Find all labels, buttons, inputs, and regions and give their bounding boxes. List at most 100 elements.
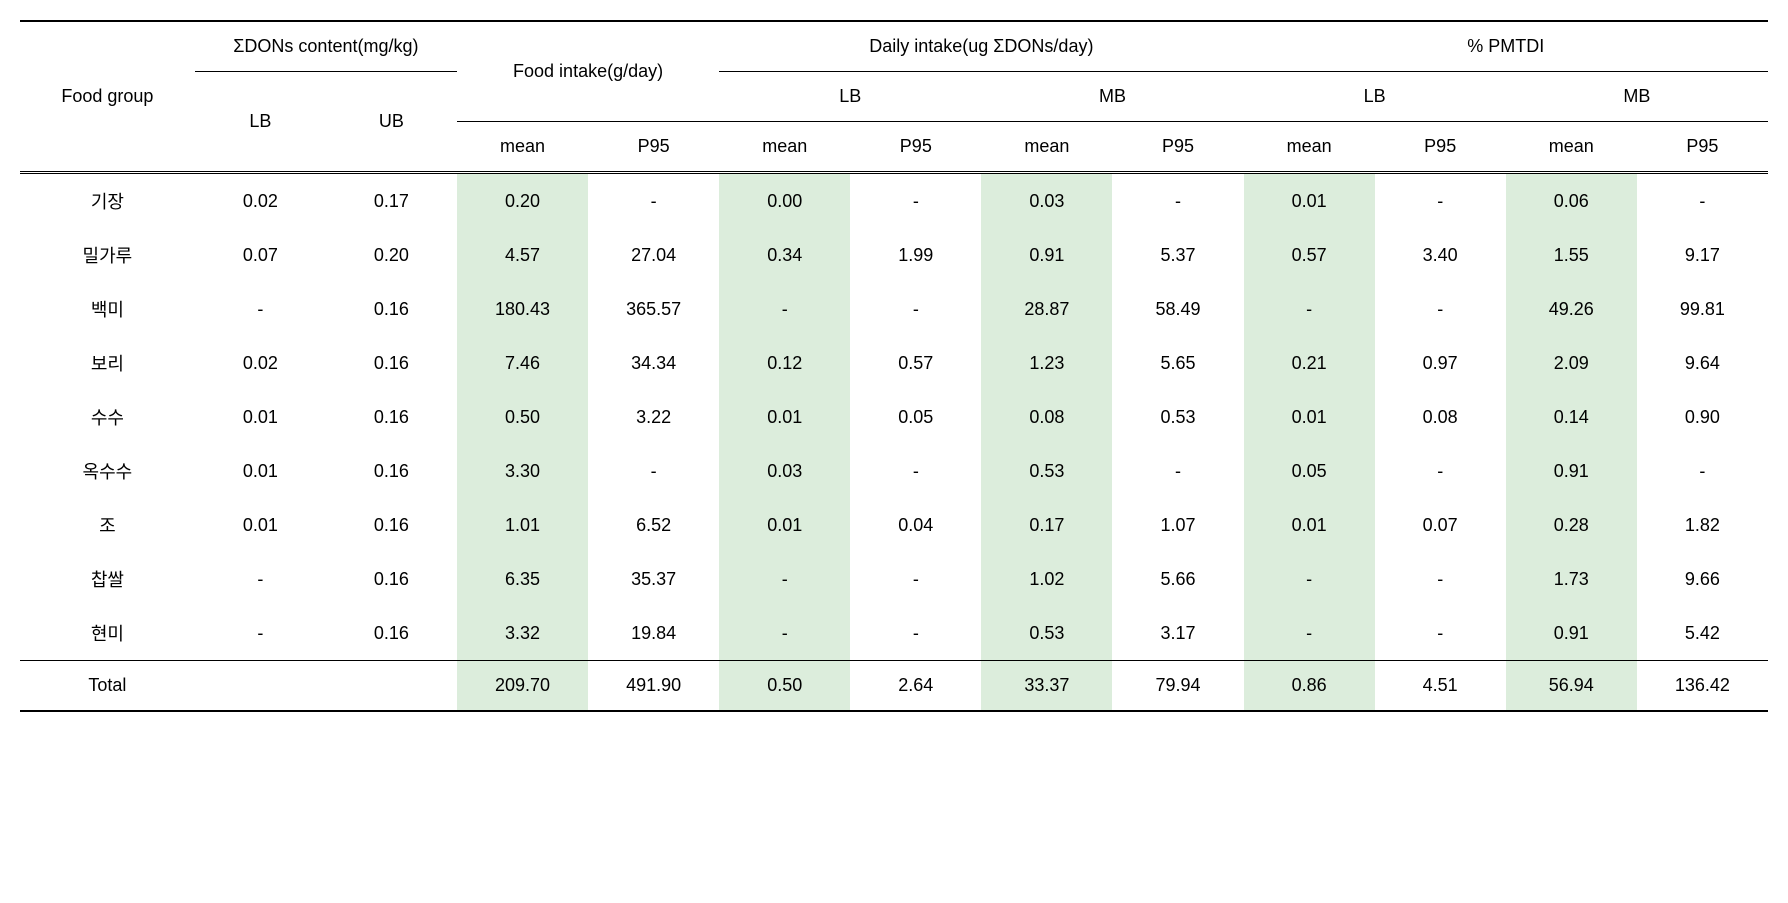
- table-row: 조0.010.161.016.520.010.040.171.070.010.0…: [20, 498, 1768, 552]
- data-cell: 19.84: [588, 606, 719, 661]
- header-pmtdi: % PMTDI: [1244, 21, 1768, 72]
- data-cell: 0.01: [719, 390, 850, 444]
- data-cell: 5.37: [1112, 228, 1243, 282]
- data-cell: 0.21: [1244, 336, 1375, 390]
- data-cell: 0.91: [981, 228, 1112, 282]
- food-cell: 밀가루: [20, 228, 195, 282]
- data-cell: -: [1637, 173, 1768, 229]
- header-mean: mean: [981, 122, 1112, 173]
- data-cell: 5.66: [1112, 552, 1243, 606]
- table-row: 백미-0.16180.43365.57--28.8758.49--49.2699…: [20, 282, 1768, 336]
- data-cell: 1.23: [981, 336, 1112, 390]
- data-cell: 3.40: [1375, 228, 1506, 282]
- data-cell: 1.55: [1506, 228, 1637, 282]
- data-cell: 0.01: [1244, 498, 1375, 552]
- data-cell: 3.32: [457, 606, 588, 661]
- data-cell: 0.14: [1506, 390, 1637, 444]
- data-cell: -: [1375, 444, 1506, 498]
- header-mean: mean: [719, 122, 850, 173]
- header-lb: LB: [195, 72, 326, 173]
- data-cell: 5.65: [1112, 336, 1243, 390]
- data-cell: 0.03: [719, 444, 850, 498]
- total-cell: 491.90: [588, 661, 719, 712]
- food-cell: 옥수수: [20, 444, 195, 498]
- data-cell: -: [719, 606, 850, 661]
- data-cell: 0.90: [1637, 390, 1768, 444]
- data-cell: 6.52: [588, 498, 719, 552]
- table-row: 찹쌀-0.166.3535.37--1.025.66--1.739.66: [20, 552, 1768, 606]
- data-cell: 3.17: [1112, 606, 1243, 661]
- data-cell: -: [195, 282, 326, 336]
- total-cell: 79.94: [1112, 661, 1243, 712]
- total-cell: 2.64: [850, 661, 981, 712]
- food-cell: 조: [20, 498, 195, 552]
- data-cell: -: [719, 552, 850, 606]
- header-p95: P95: [850, 122, 981, 173]
- header-food-intake: Food intake(g/day): [457, 21, 719, 122]
- header-daily-mb: MB: [981, 72, 1243, 122]
- total-label: Total: [20, 661, 195, 712]
- data-cell: -: [1244, 552, 1375, 606]
- data-cell: 34.34: [588, 336, 719, 390]
- data-cell: 0.05: [850, 390, 981, 444]
- data-cell: -: [195, 606, 326, 661]
- data-cell: 0.16: [326, 444, 457, 498]
- data-cell: 6.35: [457, 552, 588, 606]
- total-cell: 136.42: [1637, 661, 1768, 712]
- header-daily-lb: LB: [719, 72, 981, 122]
- data-cell: 0.01: [195, 444, 326, 498]
- total-cell: 4.51: [1375, 661, 1506, 712]
- data-cell: 0.08: [981, 390, 1112, 444]
- data-cell: 0.16: [326, 282, 457, 336]
- header-p95: P95: [588, 122, 719, 173]
- food-cell: 현미: [20, 606, 195, 661]
- data-cell: 58.49: [1112, 282, 1243, 336]
- data-cell: 0.03: [981, 173, 1112, 229]
- total-cell: 209.70: [457, 661, 588, 712]
- data-cell: 0.28: [1506, 498, 1637, 552]
- data-cell: 1.82: [1637, 498, 1768, 552]
- data-cell: -: [1244, 606, 1375, 661]
- data-cell: -: [195, 552, 326, 606]
- data-cell: 0.02: [195, 336, 326, 390]
- data-cell: 0.53: [981, 444, 1112, 498]
- data-cell: 0.17: [981, 498, 1112, 552]
- table-row: 기장0.020.170.20-0.00-0.03-0.01-0.06-: [20, 173, 1768, 229]
- data-cell: 27.04: [588, 228, 719, 282]
- data-cell: 0.00: [719, 173, 850, 229]
- data-cell: -: [1375, 282, 1506, 336]
- total-cell: 0.86: [1244, 661, 1375, 712]
- data-cell: 0.50: [457, 390, 588, 444]
- data-cell: 0.97: [1375, 336, 1506, 390]
- data-cell: 9.66: [1637, 552, 1768, 606]
- table-row: 보리0.020.167.4634.340.120.571.235.650.210…: [20, 336, 1768, 390]
- data-cell: 0.07: [1375, 498, 1506, 552]
- data-cell: 0.16: [326, 336, 457, 390]
- data-cell: 1.07: [1112, 498, 1243, 552]
- header-p95: P95: [1112, 122, 1243, 173]
- header-dons-content: ΣDONs content(mg/kg): [195, 21, 457, 72]
- data-cell: 0.20: [457, 173, 588, 229]
- header-pmtdi-lb: LB: [1244, 72, 1506, 122]
- food-cell: 백미: [20, 282, 195, 336]
- table-row: 옥수수0.010.163.30-0.03-0.53-0.05-0.91-: [20, 444, 1768, 498]
- data-cell: 0.57: [1244, 228, 1375, 282]
- food-cell: 기장: [20, 173, 195, 229]
- data-cell: 1.99: [850, 228, 981, 282]
- data-cell: -: [1637, 444, 1768, 498]
- data-cell: -: [850, 606, 981, 661]
- data-cell: 0.01: [195, 390, 326, 444]
- data-cell: 0.01: [195, 498, 326, 552]
- data-table: Food group ΣDONs content(mg/kg) Food int…: [20, 20, 1768, 712]
- total-row: Total209.70491.900.502.6433.3779.940.864…: [20, 661, 1768, 712]
- data-cell: 0.57: [850, 336, 981, 390]
- total-cell: 56.94: [1506, 661, 1637, 712]
- header-ub: UB: [326, 72, 457, 173]
- total-cell: 0.50: [719, 661, 850, 712]
- data-cell: 0.12: [719, 336, 850, 390]
- data-cell: 0.53: [1112, 390, 1243, 444]
- data-cell: 0.17: [326, 173, 457, 229]
- data-cell: 99.81: [1637, 282, 1768, 336]
- data-cell: 0.16: [326, 498, 457, 552]
- table-row: 밀가루0.070.204.5727.040.341.990.915.370.57…: [20, 228, 1768, 282]
